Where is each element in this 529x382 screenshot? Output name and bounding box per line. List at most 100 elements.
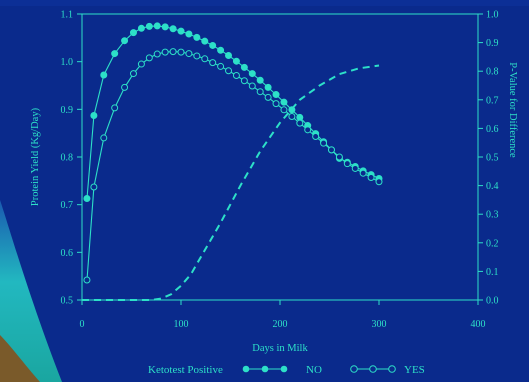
y-tick-label: 1.0	[61, 57, 74, 68]
legend-yes-marker	[388, 365, 396, 373]
ticks-layer: 0 100 200 300 400 0.5 0.6 0.7 0.8 0.9 1.0 1.1 0.0 0.1…	[61, 10, 499, 331]
x-tick-label: 200	[273, 319, 288, 330]
series-yes-point	[312, 133, 320, 141]
series-no-point	[225, 51, 233, 59]
y2-tick-label: 0.5	[486, 153, 499, 164]
series-yes-point	[169, 48, 177, 56]
series-yes-point	[375, 178, 383, 186]
series-yes-point	[335, 153, 343, 161]
series-yes-point	[264, 93, 272, 101]
series-yes-point	[343, 160, 351, 168]
series-yes-point	[240, 77, 248, 85]
series-yes-point	[327, 146, 335, 154]
series-yes-point	[111, 104, 119, 112]
series-no-point	[161, 23, 169, 31]
series-no-point	[185, 30, 193, 38]
y-tick-label: 0.8	[61, 153, 74, 164]
series-yes-point	[153, 50, 161, 58]
series-yes-point	[280, 106, 288, 114]
y2-tick-label: 0.9	[486, 38, 499, 49]
p-value-curve	[82, 64, 380, 301]
series-no-point	[209, 41, 217, 49]
y2-tick-label: 0.8	[486, 67, 499, 78]
series-yes-point	[121, 83, 129, 91]
series-no-point	[248, 70, 256, 78]
legend-title: Ketotest Positive	[148, 364, 223, 376]
y2-tick-label: 0.1	[486, 267, 499, 278]
series-yes-point	[272, 100, 280, 108]
x-tick-label: 400	[471, 319, 486, 330]
y2-tick-label: 0.6	[486, 124, 499, 135]
y2-tick-label: 0.4	[486, 181, 499, 192]
y-tick-label: 0.5	[61, 296, 74, 307]
series-no-point	[201, 37, 209, 45]
series-yes-point	[177, 48, 185, 56]
series-no-point	[272, 91, 280, 99]
series-no-point	[83, 194, 91, 202]
y-tick-label: 0.9	[61, 105, 74, 116]
y-tick-label: 0.6	[61, 248, 74, 259]
series-no-point	[296, 113, 304, 121]
legend-yes-marker	[350, 365, 358, 373]
series-yes-point	[296, 119, 304, 127]
plot-area	[81, 13, 479, 301]
series-no-point	[145, 22, 153, 30]
legend-no-marker	[261, 365, 269, 373]
series-yes-point	[209, 59, 217, 67]
x-tick-label: 100	[174, 319, 189, 330]
series-no-point	[193, 33, 201, 41]
series-yes-point	[304, 126, 312, 134]
series-no-point	[137, 24, 145, 32]
series-yes-point	[217, 62, 225, 70]
series-yes-point	[320, 139, 328, 147]
y2-tick-label: 1.0	[486, 10, 499, 21]
legend: Ketotest Positive NO YES	[148, 364, 425, 376]
series-no-point	[240, 63, 248, 71]
series-no-point	[90, 112, 98, 120]
legend-no-marker	[242, 365, 250, 373]
series-no-point	[232, 57, 240, 65]
series-no-point	[256, 76, 264, 84]
series-yes-point	[137, 60, 145, 68]
series-yes-point	[100, 134, 108, 142]
series-yes-point	[248, 82, 256, 90]
series-yes-point	[83, 276, 91, 284]
series-no-point	[111, 50, 119, 58]
x-tick-label: 300	[372, 319, 387, 330]
series-yes-point	[256, 88, 264, 96]
series-no-point	[121, 37, 129, 45]
y2-axis-label: P-Value for Difference	[507, 62, 518, 158]
series-no-point	[169, 25, 177, 33]
backdrop-swoosh	[0, 200, 62, 382]
series-yes-point	[90, 183, 98, 191]
legend-yes-marker	[369, 365, 377, 373]
legend-no-marker	[280, 365, 288, 373]
series-yes-point	[161, 48, 169, 56]
series-yes-point	[288, 112, 296, 120]
series-no-point	[177, 27, 185, 35]
series-no-point	[217, 46, 225, 54]
series-yes-point	[351, 164, 359, 172]
legend-no-label: NO	[306, 364, 322, 376]
series-yes-point	[359, 169, 367, 177]
series-yes-point	[225, 67, 233, 75]
y2-tick-label: 0.7	[486, 95, 499, 106]
y2-tick-label: 0.2	[486, 238, 499, 249]
y-tick-label: 0.7	[61, 200, 74, 211]
y-tick-label: 1.1	[61, 10, 74, 21]
series-no-point	[280, 98, 288, 106]
series-yes-point	[145, 54, 153, 62]
series-yes-point	[201, 55, 209, 63]
y2-tick-label: 0.3	[486, 210, 499, 221]
x-axis-label: Days in Milk	[252, 343, 308, 354]
legend-yes-label: YES	[404, 364, 425, 376]
y-axis-label: Protein Yield (Kg/Day)	[30, 107, 41, 206]
backdrop-brown-swoosh	[0, 335, 40, 382]
y2-tick-label: 0.0	[486, 296, 499, 307]
series-yes-point	[367, 173, 375, 181]
series-yes-point	[185, 50, 193, 58]
series-layer	[82, 22, 383, 301]
series-no-point	[264, 83, 272, 91]
series-yes-point	[129, 70, 137, 78]
